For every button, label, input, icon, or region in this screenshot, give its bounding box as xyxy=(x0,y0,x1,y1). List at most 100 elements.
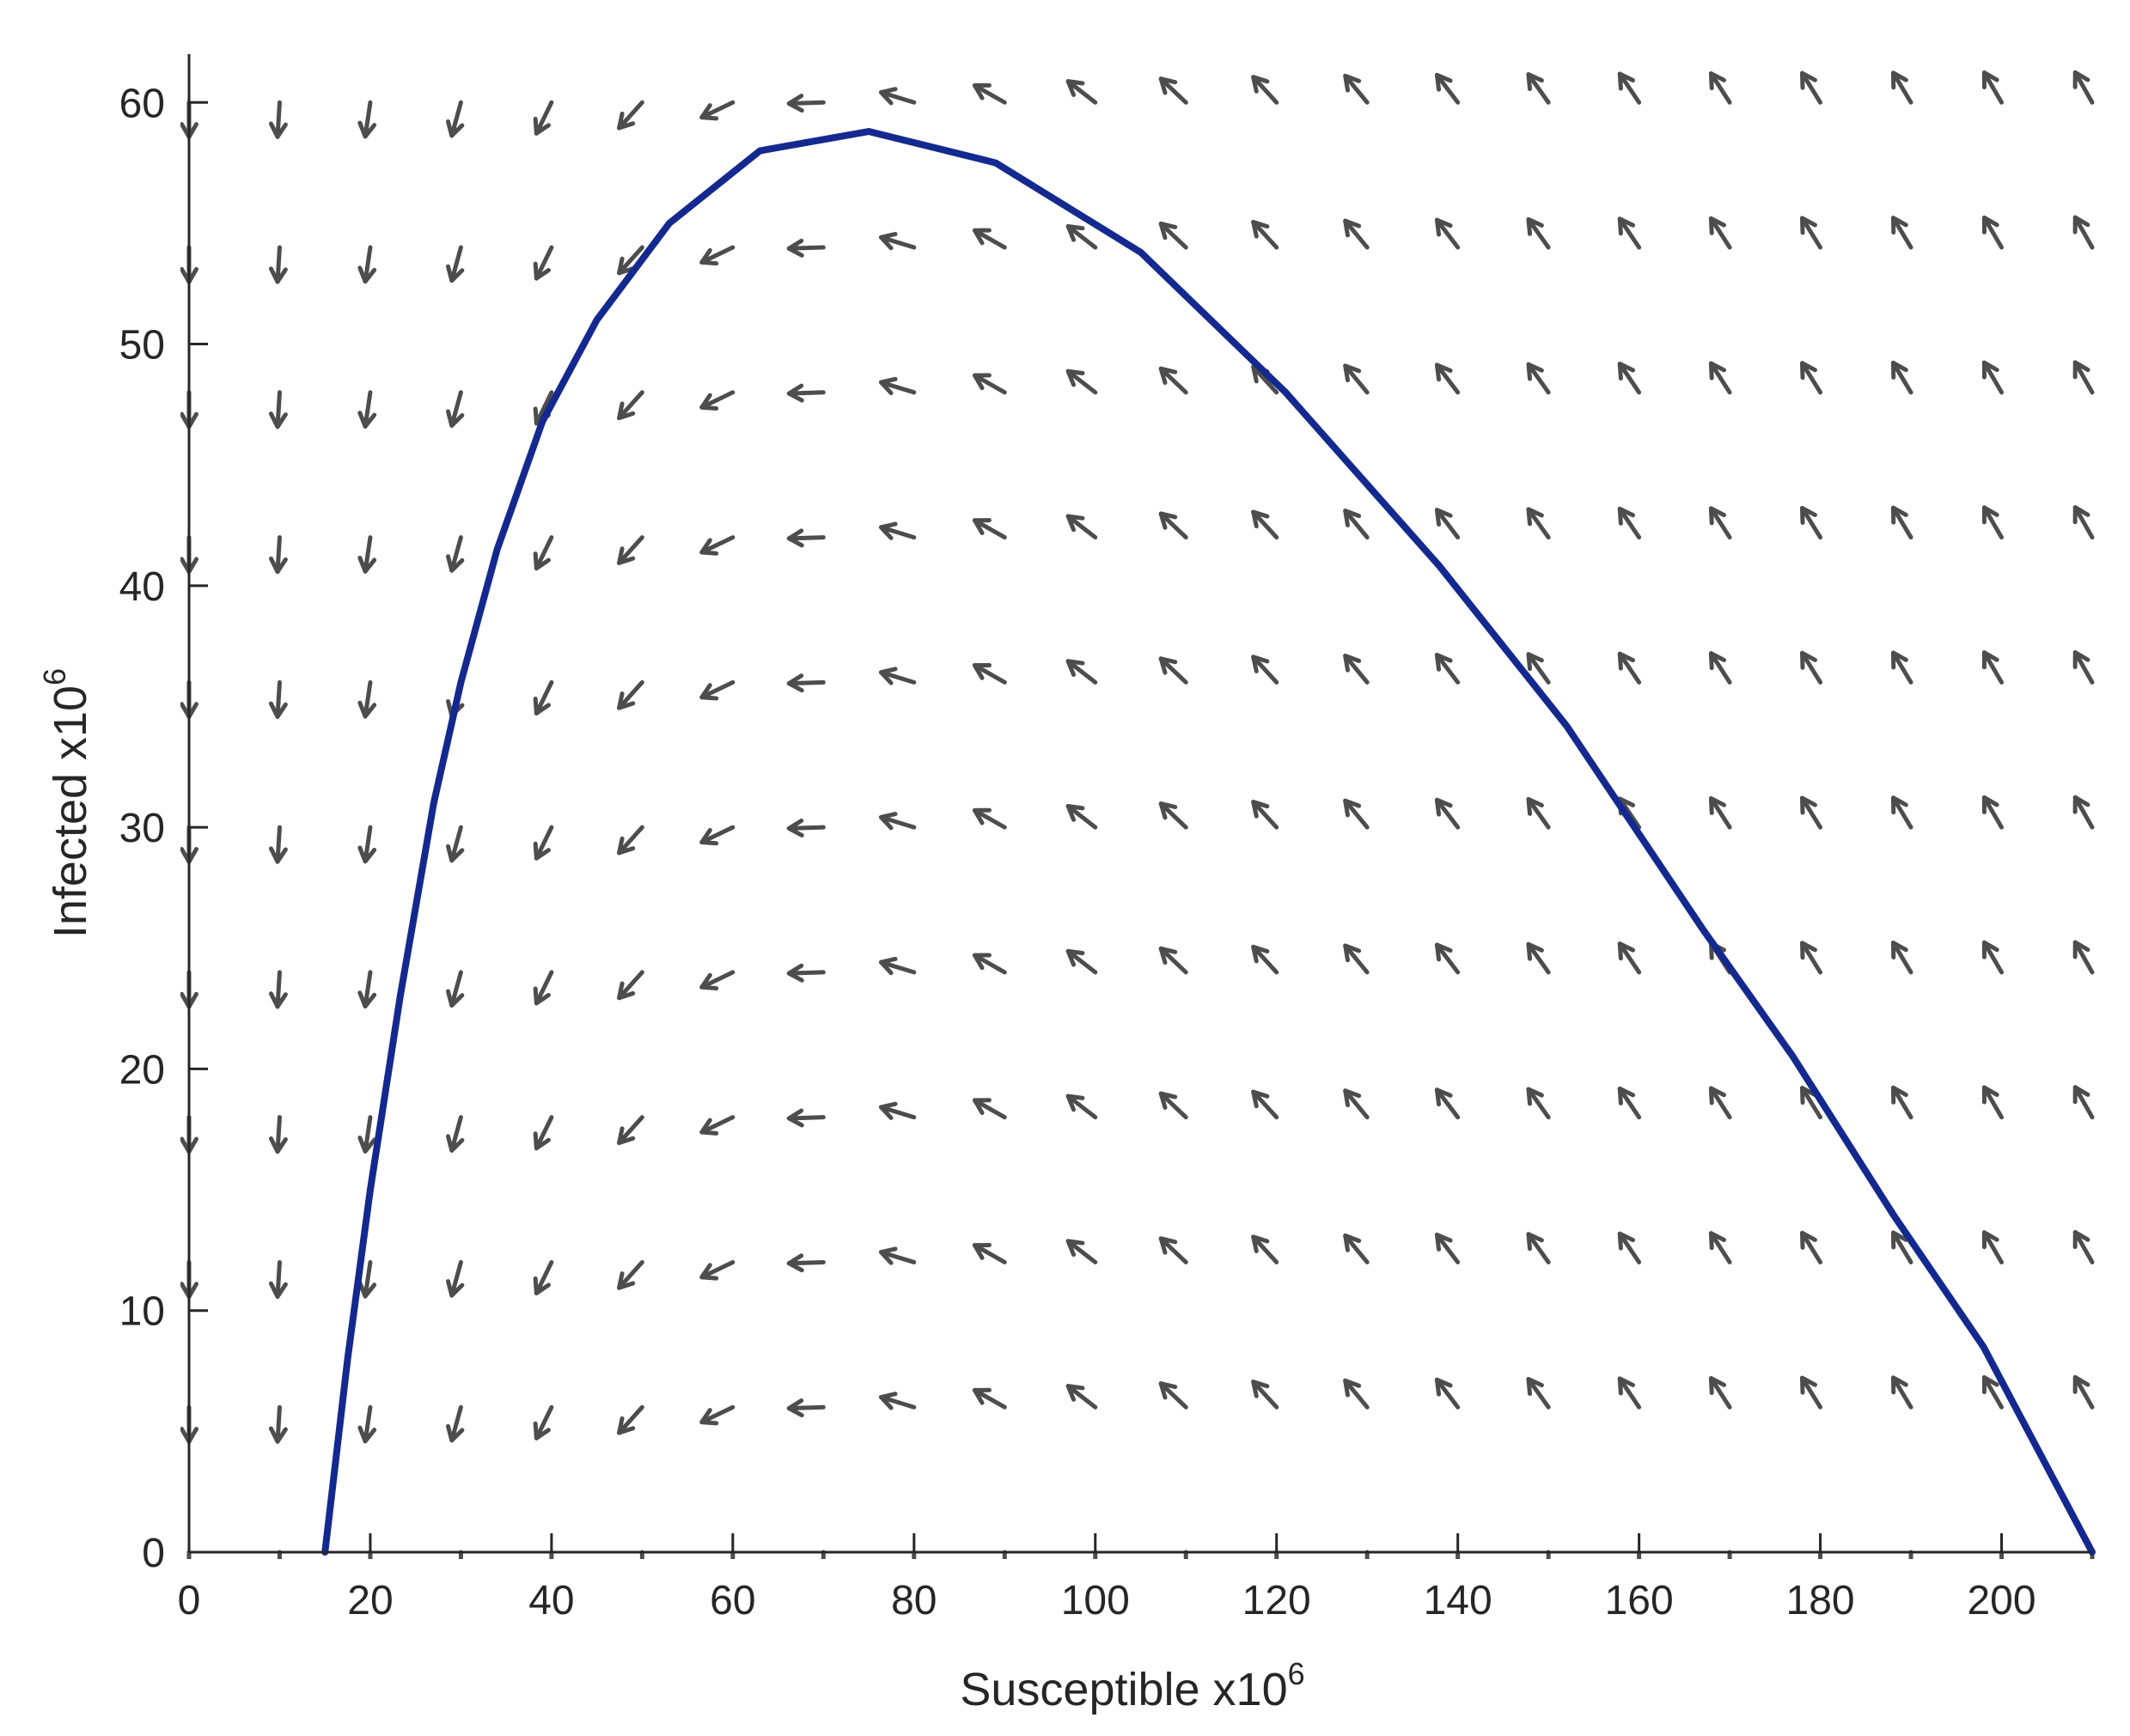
arrow-head xyxy=(2072,360,2090,380)
arrow-shaft xyxy=(1708,1231,1732,1264)
arrow-head xyxy=(1158,801,1178,820)
arrow-shaft xyxy=(617,245,644,276)
arrow-head xyxy=(617,836,636,856)
arrow-shaft xyxy=(1065,1239,1098,1264)
arrow-head xyxy=(1343,1233,1362,1252)
arrow-shaft xyxy=(1890,70,1913,105)
vector-arrow xyxy=(2072,360,2095,395)
arrow-shaft xyxy=(449,825,463,863)
arrow-shaft xyxy=(972,953,1007,975)
arrow-shaft xyxy=(1981,360,2005,395)
arrow-shaft xyxy=(617,825,644,856)
vector-arrow xyxy=(268,535,288,575)
arrow-head xyxy=(1251,1234,1270,1253)
arrow-head xyxy=(1434,1087,1453,1107)
arrow-head xyxy=(1541,1574,1556,1587)
vector-arrow xyxy=(1908,1550,1913,1559)
arrow-shaft xyxy=(1799,1086,1823,1120)
vector-arrow xyxy=(878,376,917,396)
vector-arrow xyxy=(1065,1239,1098,1264)
arrow-head xyxy=(972,82,992,101)
y-tick-label: 60 xyxy=(119,81,165,126)
vector-arrow xyxy=(1065,1093,1098,1120)
arrow-head xyxy=(2072,1374,2090,1394)
arrow-head xyxy=(1799,1230,1817,1250)
vector-arrow xyxy=(357,679,377,719)
arrow-head xyxy=(699,393,719,411)
vector-arrow xyxy=(268,1259,288,1299)
arrow-head xyxy=(1890,795,1908,815)
vector-arrow xyxy=(1617,506,1642,540)
arrow-head xyxy=(445,1423,465,1443)
arrow-shaft xyxy=(1617,651,1642,685)
vector-arrow xyxy=(1981,650,2005,685)
arrow-head xyxy=(1617,651,1636,671)
arrow-head xyxy=(617,1271,636,1290)
vector-arrow xyxy=(617,825,644,856)
arrow-head xyxy=(878,1101,898,1120)
arrow-shaft xyxy=(1158,511,1188,540)
x-tick-label: 0 xyxy=(178,1578,201,1623)
arrow-head xyxy=(1158,221,1178,241)
arrow-shaft xyxy=(1434,508,1461,540)
arrow-head xyxy=(972,373,992,391)
arrow-head xyxy=(2072,70,2090,89)
arrow-head xyxy=(1617,1376,1636,1396)
vector-arrow xyxy=(1183,1550,1188,1559)
arrow-head xyxy=(1981,940,1999,959)
arrow-shaft xyxy=(1981,940,2005,975)
arrow-shaft xyxy=(275,1404,282,1444)
vector-arrow xyxy=(357,825,377,864)
arrow-head xyxy=(1617,506,1636,526)
vector-arrow xyxy=(639,1550,644,1559)
vector-arrow xyxy=(699,390,735,411)
arrow-shaft xyxy=(449,390,463,428)
vector-arrow xyxy=(1617,1376,1642,1410)
arrow-shaft xyxy=(363,100,373,139)
arrow-head xyxy=(268,556,288,575)
arrow-head xyxy=(1799,361,1817,381)
vector-arrow xyxy=(1799,1375,1823,1410)
arrow-shaft xyxy=(363,679,373,719)
arrow-head xyxy=(445,554,465,573)
arrow-head xyxy=(1708,361,1727,381)
y-tick-label: 30 xyxy=(119,806,165,851)
vector-arrow xyxy=(878,667,917,685)
vector-arrow xyxy=(1002,1550,1007,1559)
y-tick-label: 20 xyxy=(119,1047,165,1093)
vector-arrow xyxy=(445,100,465,138)
vector-arrow xyxy=(1617,941,1642,975)
vector-arrow xyxy=(1617,216,1642,250)
vector-arrow xyxy=(268,100,288,139)
arrow-shaft xyxy=(1981,1375,2005,1410)
arrow-head xyxy=(972,1243,992,1260)
vector-arrow xyxy=(1799,1086,1823,1120)
vector-arrow xyxy=(1251,1234,1279,1264)
arrow-shaft xyxy=(1799,1230,1823,1264)
x-tick-label: 80 xyxy=(891,1578,937,1623)
arrow-shaft xyxy=(534,825,554,861)
arrow-head xyxy=(1617,362,1636,381)
vector-arrow xyxy=(1799,505,1823,540)
vector-arrow xyxy=(1617,651,1642,685)
arrow-shaft xyxy=(1065,659,1098,685)
arrow-head xyxy=(1799,650,1817,670)
vector-arrow xyxy=(1526,941,1551,975)
vector-arrow xyxy=(1065,223,1098,250)
arrow-head xyxy=(699,972,719,991)
vector-arrow xyxy=(1251,655,1279,685)
vector-arrow xyxy=(1727,1550,1732,1559)
vector-arrow xyxy=(1617,1231,1642,1264)
arrow-head xyxy=(972,518,992,535)
arrow-shaft xyxy=(1526,941,1551,975)
vector-arrow xyxy=(1251,1380,1279,1410)
arrow-head xyxy=(1617,1231,1636,1251)
arrow-shaft xyxy=(1158,801,1188,830)
arrow-shaft xyxy=(972,663,1007,685)
arrow-head xyxy=(878,87,898,106)
arrow-shaft xyxy=(2072,505,2095,540)
tick-labels: 0 20 40 60 80 100 120 140 160 180 200 0 10 20 30 40 50 60 xyxy=(119,81,2036,1623)
arrow-shaft xyxy=(878,670,917,685)
arrow-head xyxy=(533,986,551,1006)
vector-arrow xyxy=(533,825,554,861)
